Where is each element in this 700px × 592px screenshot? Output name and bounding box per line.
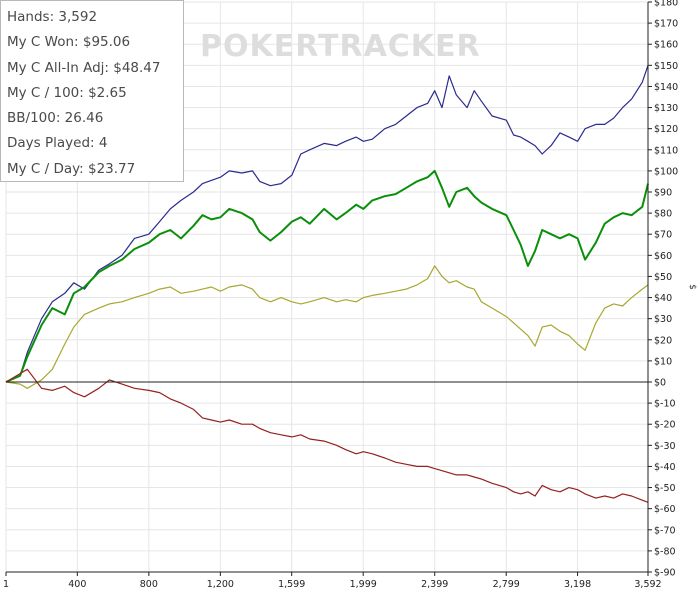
x-tick-label: 2,399: [421, 579, 448, 590]
y-tick-label: $40: [654, 293, 672, 304]
y-tick-label: $20: [654, 335, 672, 346]
y-tick-label: $50: [654, 272, 672, 283]
y-tick-label: $120: [654, 124, 678, 135]
series-line-green: [5, 169, 649, 383]
stat-hands: Hands: 3,592: [7, 9, 98, 25]
x-tick-label: 3,592: [634, 579, 661, 590]
series-lines: [5, 65, 649, 503]
y-tick-label: $-90: [654, 568, 676, 579]
y-tick-label: $-40: [654, 462, 676, 473]
x-tick-label: 1,599: [278, 579, 305, 590]
y-tick-label: $-30: [654, 441, 676, 452]
series-line-red: [5, 368, 649, 503]
stat-days-played: Days Played: 4: [7, 135, 108, 152]
y-tick-label: $30: [654, 314, 672, 325]
stat-per-day: My C / Day: $23.77: [7, 160, 136, 177]
y-tick-label: $70: [654, 230, 672, 241]
y-tick-label: $170: [654, 19, 678, 30]
stat-all-in-adj: My C All-In Adj: $48.47: [7, 59, 161, 76]
watermark-tracker: TRACKER: [318, 29, 481, 64]
y-tick-label: $-50: [654, 483, 676, 494]
y-tick-label: $-70: [654, 525, 676, 536]
y-tick-label: $-10: [654, 399, 676, 410]
y-tick-label: $60: [654, 251, 672, 262]
y-tick-label: $180: [654, 0, 678, 9]
x-tick-label: 1,200: [207, 579, 234, 590]
grid: [5, 1, 649, 573]
y-tick-label: $160: [654, 40, 678, 51]
y-tick-label: $-60: [654, 504, 676, 515]
y-tick-label: $80: [654, 209, 672, 220]
stat-won: My C Won: $95.06: [7, 34, 131, 51]
x-tick-label: 1: [3, 579, 9, 590]
y-tick-label: $0: [654, 378, 666, 389]
y-tick-label: $100: [654, 166, 678, 177]
y-tick-label: $10: [654, 356, 672, 367]
y-tick-label: $150: [654, 61, 678, 72]
axes: $-90 $-80 $-70 $-60 $-50 $-40 $-30 $-20 $-10 $0 $1…: [3, 0, 697, 590]
series-line-olive: [5, 265, 649, 389]
series-line-blue: [5, 65, 649, 383]
stat-per-100: My C / 100: $2.65: [7, 84, 127, 101]
x-tick-label: 1,999: [350, 579, 377, 590]
x-tick-label: 800: [140, 579, 158, 590]
watermark-poker: POKER: [200, 29, 319, 64]
y-tick-label: $90: [654, 188, 672, 199]
y-tick-label: $140: [654, 82, 678, 93]
x-tick-label: 3,198: [564, 579, 591, 590]
x-tick-label: 2,799: [493, 579, 520, 590]
stat-bb-100: BB/100: 26.46: [7, 110, 104, 127]
stats-panel: Hands: 3,592 My C Won: $95.06 My C All-I…: [0, 0, 184, 182]
y-tick-label: $130: [654, 103, 678, 114]
y-tick-label: $-20: [654, 420, 676, 431]
y-axis-label: $: [687, 284, 697, 290]
x-tick-label: 400: [68, 579, 86, 590]
y-tick-label: $110: [654, 145, 678, 156]
y-tick-label: $-80: [654, 546, 676, 557]
